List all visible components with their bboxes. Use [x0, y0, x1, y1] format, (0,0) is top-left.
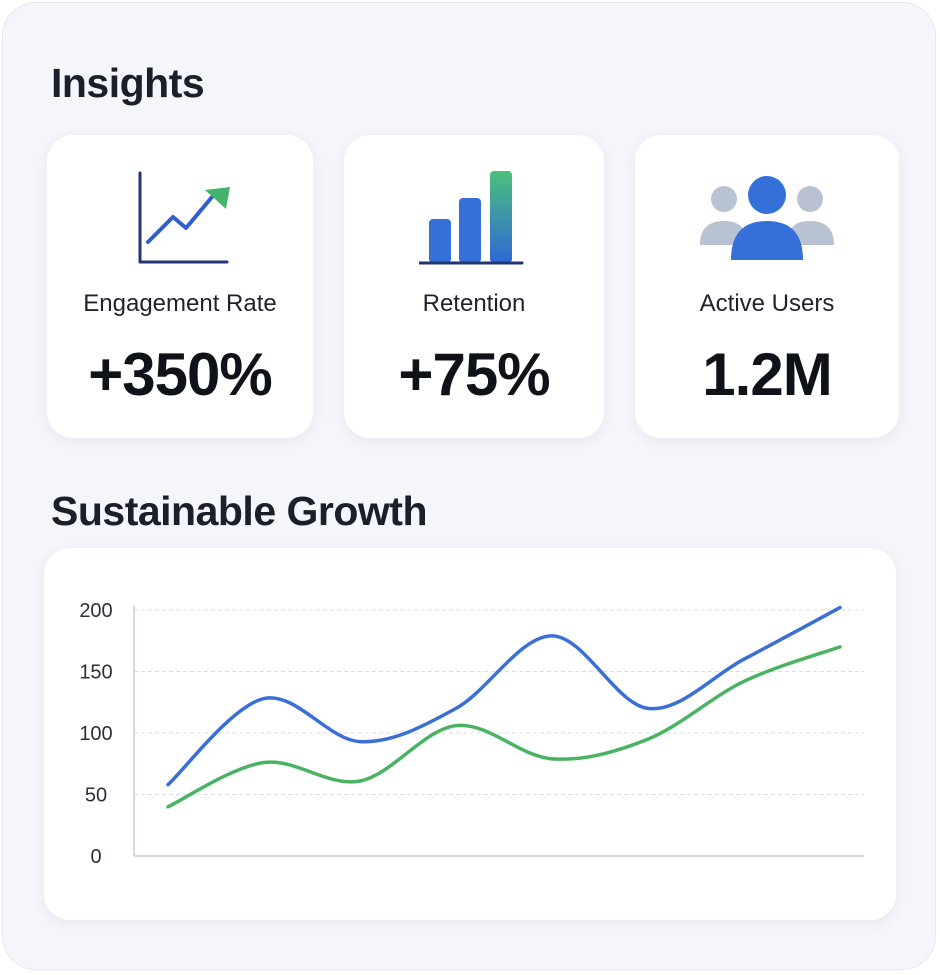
active-users-card: Active Users 1.2M [635, 135, 899, 438]
series-line-blue [166, 605, 842, 787]
engagement-rate-label: Engagement Rate [83, 290, 277, 317]
growth-chart-card: 0 50 100 150 200 [44, 548, 896, 920]
retention-value: +75% [398, 341, 550, 408]
active-users-value: 1.2M [702, 341, 832, 408]
y-tick-label: 50 [85, 785, 107, 807]
y-tick-label: 0 [90, 846, 101, 868]
growth-line-chart: 0 50 100 150 200 [79, 600, 864, 868]
engagement-rate-value: +350% [88, 341, 273, 408]
engagement-rate-card: Engagement Rate +350% [47, 135, 313, 438]
active-users-label: Active Users [699, 290, 835, 317]
insights-title: Insights [51, 60, 205, 106]
y-tick-label: 100 [79, 723, 112, 745]
trend-up-icon [138, 171, 230, 264]
retention-card: Retention +75% [344, 135, 604, 438]
retention-label: Retention [422, 290, 526, 317]
series-line-green [166, 645, 842, 809]
y-tick-label: 200 [79, 600, 112, 622]
bar-chart-icon [419, 171, 524, 265]
users-icon [700, 176, 834, 260]
y-tick-label: 150 [79, 662, 112, 684]
growth-title: Sustainable Growth [51, 488, 428, 534]
